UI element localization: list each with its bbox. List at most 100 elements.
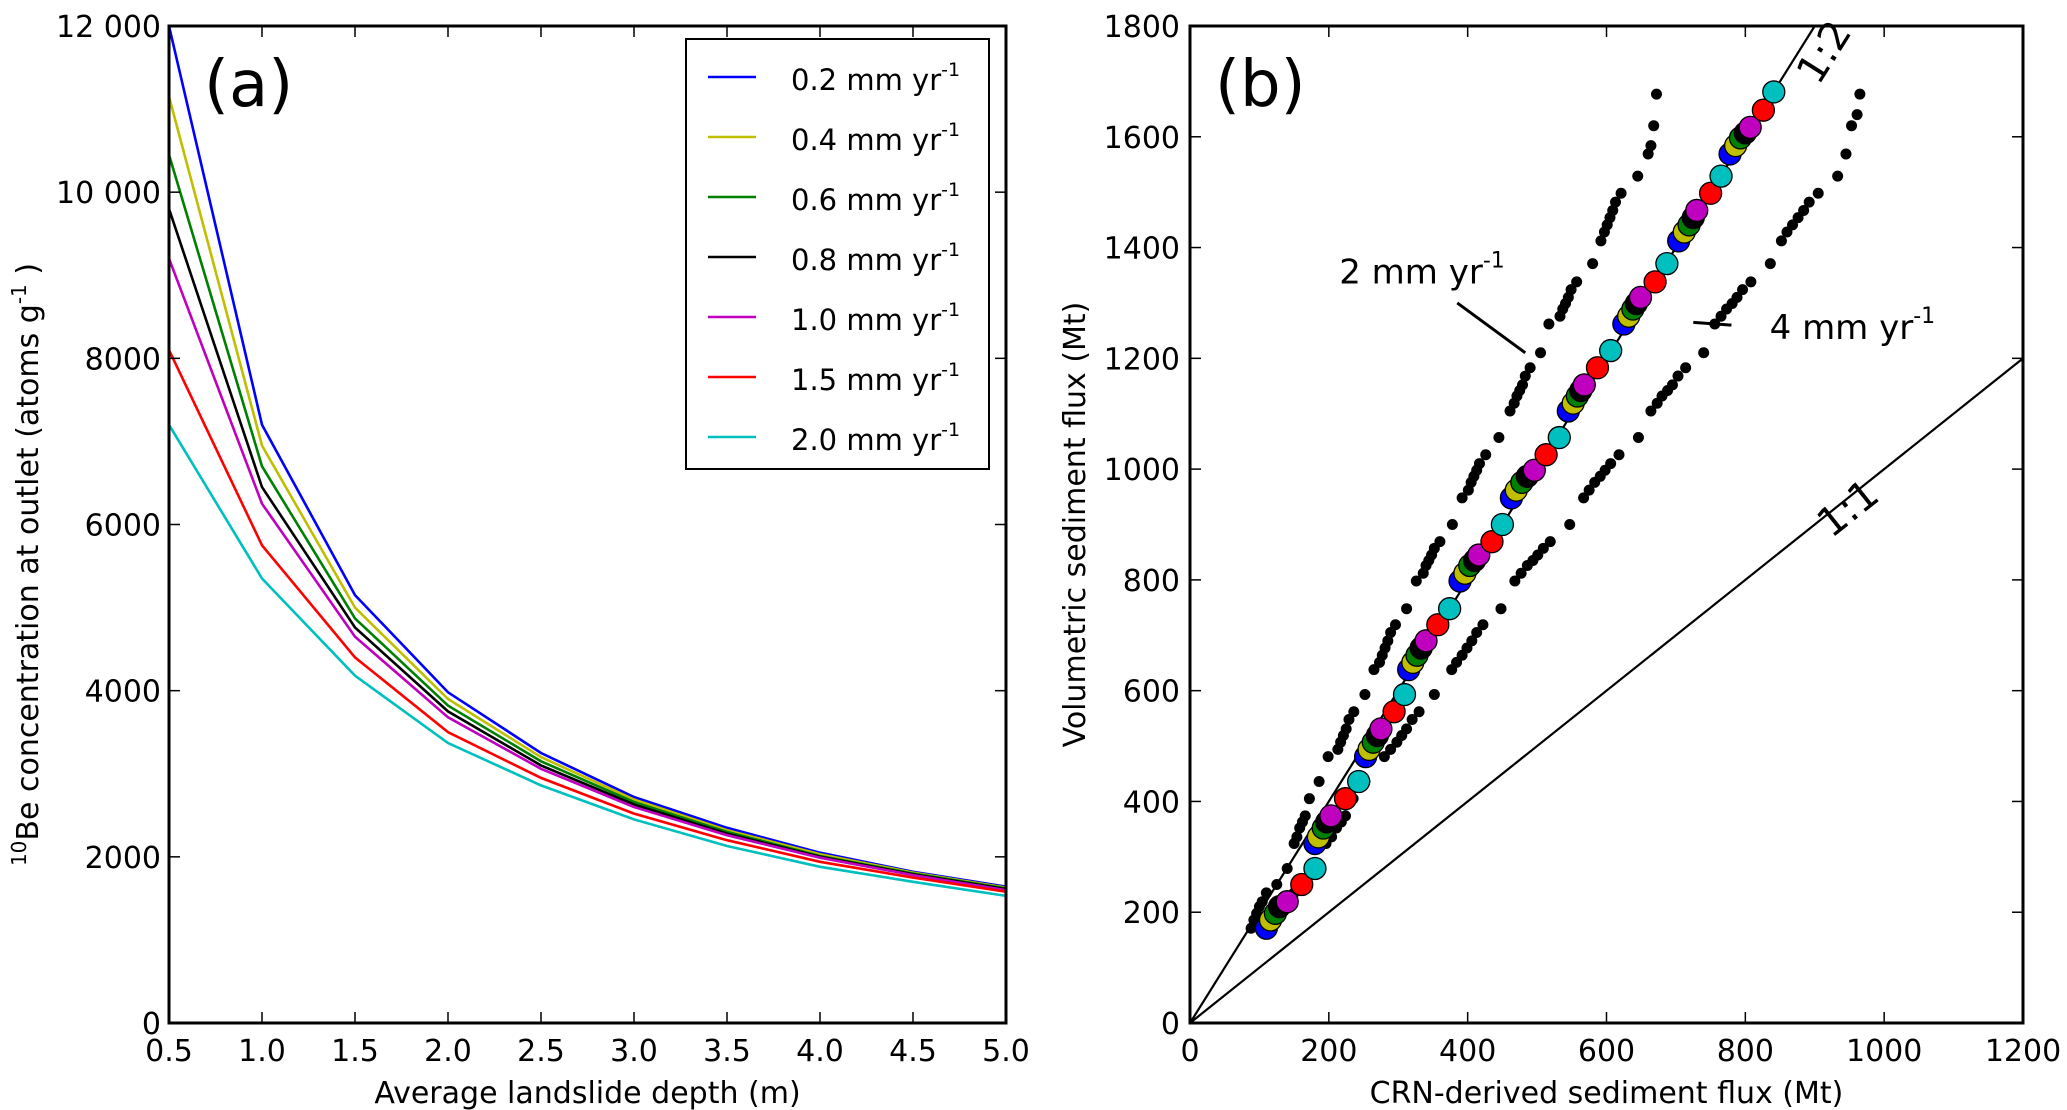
- legend-label-text: 0.8 mm yr: [791, 243, 941, 277]
- legend-item: 0.4 mm yr-1: [708, 119, 960, 157]
- legend-label-text: 0.4 mm yr: [791, 123, 941, 157]
- data-point: [1490, 512, 1515, 537]
- y-label-end: ): [11, 263, 46, 284]
- data-point-small: [1313, 776, 1325, 788]
- data-point: [1698, 181, 1723, 205]
- y-tick-label: 1600: [1104, 121, 1180, 156]
- data-point-small: [1401, 723, 1413, 735]
- data-point: [1347, 769, 1371, 794]
- x-tick-label: 200: [1300, 1034, 1357, 1069]
- x-tick-label: 400: [1439, 1034, 1496, 1069]
- data-point-small: [1471, 627, 1483, 639]
- annotation-label: 4 mm yr-1: [1770, 304, 1936, 348]
- x-tick-label: 1000: [1846, 1034, 1922, 1069]
- series-line-2-0: [167, 424, 1007, 898]
- reference-line-1-1: [1189, 357, 2024, 1024]
- data-point-small: [1737, 284, 1749, 296]
- data-point-small: [1260, 887, 1272, 899]
- y-tick-label: 10 000: [56, 176, 161, 211]
- data-point-small: [1517, 379, 1529, 391]
- series-1.5-mm-points: [1290, 98, 1776, 897]
- data-point-small: [1854, 88, 1866, 100]
- y-tick-label: 12 000: [56, 10, 161, 45]
- data-point: [1392, 682, 1417, 707]
- legend-label-text: 2.0 mm yr: [791, 423, 941, 457]
- y-label-main: Be concentration at outlet (atoms g: [11, 304, 46, 840]
- legend-label: 0.2 mm yr-1: [791, 59, 960, 97]
- data-point-small: [1359, 689, 1371, 701]
- annotation-text: 2 mm yr: [1339, 253, 1483, 293]
- data-point-small: [1322, 751, 1334, 763]
- data-point-small: [1493, 432, 1505, 444]
- x-tick-label: 5.0: [982, 1034, 1030, 1069]
- series-line-1-0: [167, 258, 1007, 892]
- data-point-small: [1764, 258, 1776, 270]
- data-point: [1333, 787, 1358, 811]
- legend-item: 1.0 mm yr-1: [708, 299, 960, 337]
- data-point-small: [1291, 831, 1303, 843]
- data-point-small: [1731, 291, 1743, 303]
- legend-item: 0.2 mm yr-1: [708, 59, 960, 97]
- y-tick-label: 800: [1123, 564, 1180, 599]
- data-point-small: [1615, 187, 1627, 199]
- data-point-small: [1607, 204, 1619, 216]
- data-point-small: [1840, 148, 1852, 160]
- data-point-small: [1406, 713, 1418, 725]
- x-tick-label: 3.5: [703, 1034, 751, 1069]
- legend-label: 0.6 mm yr-1: [791, 179, 960, 217]
- data-point-small: [1495, 603, 1507, 615]
- series-2.0-mm-points: [1303, 80, 1786, 881]
- data-point-small: [1564, 519, 1576, 530]
- legend-label: 1.5 mm yr-1: [791, 359, 960, 397]
- data-point-small: [1473, 458, 1485, 470]
- data-point-small: [1340, 723, 1352, 735]
- panel-b-label: (b): [1215, 48, 1306, 122]
- data-point-small: [1645, 140, 1657, 152]
- legend-label: 1.0 mm yr-1: [791, 299, 960, 337]
- data-point: [1685, 198, 1709, 223]
- annotation-2-mm: 2 mm yr-1: [1339, 249, 1527, 355]
- x-tick-label: 2.5: [517, 1034, 565, 1069]
- legend-box: [685, 38, 990, 470]
- y-tick-label: 0: [1161, 1007, 1180, 1042]
- legend-label-superscript: -1: [941, 299, 960, 321]
- data-point: [1534, 443, 1558, 467]
- y-tick-label: 2000: [85, 841, 161, 876]
- x-tick-label: 1.0: [238, 1034, 286, 1069]
- data-point: [1480, 530, 1504, 554]
- legend-item: 1.5 mm yr-1: [708, 359, 960, 397]
- annotation-leader-line: [1456, 301, 1527, 355]
- annotation-leader-line: [1693, 320, 1732, 327]
- data-point-small: [1698, 347, 1710, 359]
- data-point-small: [1672, 370, 1684, 382]
- legend-label-superscript: -1: [941, 119, 960, 141]
- data-point-small: [1812, 187, 1824, 199]
- data-point-small: [1382, 635, 1394, 647]
- data-point-small: [1385, 743, 1397, 755]
- data-point-small: [1480, 449, 1492, 461]
- reference-line-label: 1:1: [1809, 471, 1888, 547]
- legend-item: 0.8 mm yr-1: [708, 239, 960, 277]
- data-point: [1585, 356, 1610, 380]
- legend-label-text: 0.6 mm yr: [791, 183, 941, 217]
- legend-label-superscript: -1: [941, 359, 960, 381]
- data-point: [1414, 629, 1438, 653]
- data-point-small: [1456, 492, 1468, 504]
- annotation-superscript: -1: [1913, 304, 1935, 329]
- x-tick-label: 2.0: [424, 1034, 472, 1069]
- data-point-small: [1650, 88, 1662, 100]
- data-point-small: [1578, 492, 1590, 504]
- x-tick-label: 3.0: [610, 1034, 658, 1069]
- series-1.0-mm-points: [1275, 115, 1762, 914]
- y-tick-label: 8000: [85, 342, 161, 377]
- legend-label: 0.4 mm yr-1: [791, 119, 960, 157]
- legend-label-superscript: -1: [941, 59, 960, 81]
- data-point-small: [1680, 362, 1692, 374]
- y-label-superscript: 10: [7, 841, 31, 866]
- data-point-small: [1524, 362, 1536, 374]
- data-point-small: [1413, 706, 1425, 718]
- data-point-small: [1632, 170, 1644, 182]
- data-point-small: [1348, 706, 1360, 718]
- y-label-superscript-2: -1: [7, 284, 31, 304]
- data-point: [1643, 270, 1667, 294]
